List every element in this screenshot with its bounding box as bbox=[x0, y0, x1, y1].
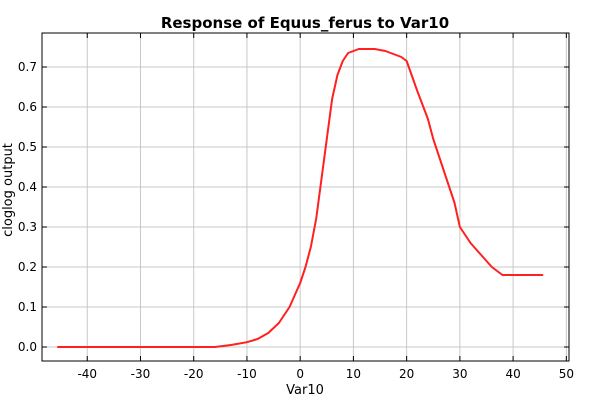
response-curve-line bbox=[56, 48, 544, 348]
y-tick-label: 0.1 bbox=[18, 300, 37, 314]
y-tick-label: 0.3 bbox=[18, 220, 37, 234]
y-axis-label: cloglog output bbox=[1, 143, 16, 237]
y-tick-label: 0.5 bbox=[18, 140, 37, 154]
grid-lines bbox=[42, 33, 569, 361]
x-tick-label: -30 bbox=[131, 367, 151, 381]
y-tick-label: 0.6 bbox=[18, 100, 37, 114]
y-tick-label: 0.7 bbox=[18, 60, 37, 74]
chart-title: Response of Equus_ferus to Var10 bbox=[161, 14, 449, 32]
plot-frame bbox=[41, 32, 570, 362]
y-tick-label: 0.4 bbox=[18, 180, 37, 194]
x-tick-label: 30 bbox=[452, 367, 467, 381]
x-tick-label: -20 bbox=[184, 367, 204, 381]
x-tick-label: -10 bbox=[237, 367, 257, 381]
series-layer bbox=[56, 48, 544, 348]
y-tick-label: 0.0 bbox=[18, 340, 37, 354]
x-tick-label: 10 bbox=[346, 367, 361, 381]
y-tick-label: 0.2 bbox=[18, 260, 37, 274]
x-axis-label: Var10 bbox=[286, 383, 324, 398]
axis-ticks: -40 -30 -20 -10 0 10 20 30 40 50 0.0 0.1 0.2 0.3 0.4 0.… bbox=[18, 33, 574, 381]
x-tick-label: 0 bbox=[296, 367, 304, 381]
x-tick-label: -40 bbox=[77, 367, 97, 381]
x-tick-label: 20 bbox=[399, 367, 414, 381]
x-tick-label: 40 bbox=[505, 367, 520, 381]
x-tick-label: 50 bbox=[559, 367, 574, 381]
